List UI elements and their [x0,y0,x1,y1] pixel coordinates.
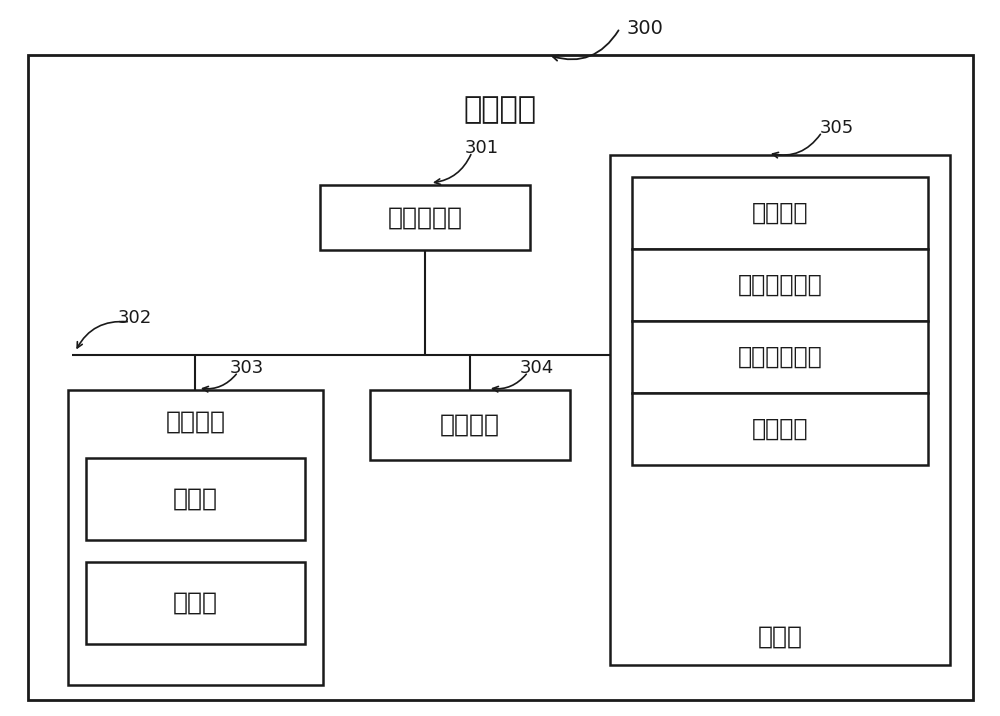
Bar [370,390,570,460]
Bar [632,249,928,321]
Text: 存储器: 存储器 [758,625,802,649]
Text: 中央处理器: 中央处理器 [388,205,462,230]
Text: 显示屏: 显示屏 [173,591,218,615]
Bar [86,458,305,540]
Bar [632,321,928,393]
Text: 电子设备: 电子设备 [464,95,536,125]
Bar [632,393,928,465]
Text: 305: 305 [820,119,854,137]
Bar [68,390,323,685]
Bar [610,155,950,665]
Bar [320,185,530,250]
Text: 摄像头: 摄像头 [173,487,218,511]
Text: 用户接口模块: 用户接口模块 [738,345,822,369]
Text: 程序指令: 程序指令 [752,417,808,441]
Text: 网络接口: 网络接口 [440,413,500,437]
Text: 302: 302 [118,309,152,327]
Text: 304: 304 [520,359,554,377]
Bar [632,177,928,249]
Bar [86,562,305,644]
Text: 网络通信模块: 网络通信模块 [738,273,822,297]
Text: 301: 301 [465,139,499,157]
Text: 300: 300 [627,19,664,37]
Text: 用户接口: 用户接口 [166,410,226,434]
Text: 303: 303 [230,359,264,377]
Text: 操作系统: 操作系统 [752,201,808,225]
